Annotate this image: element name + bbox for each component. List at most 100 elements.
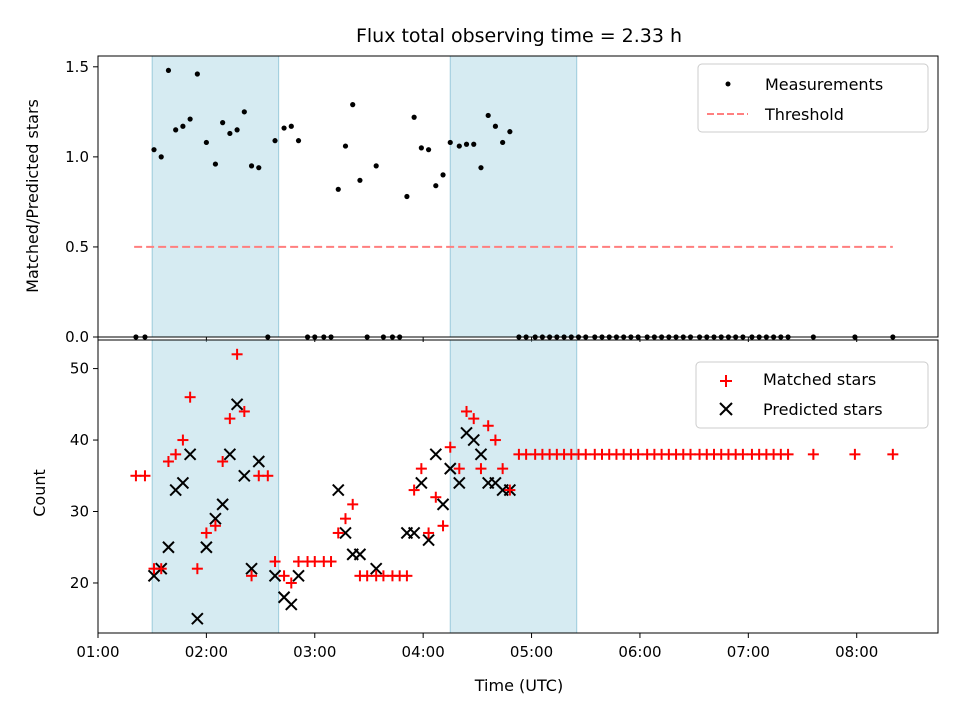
measurement-point	[256, 165, 262, 171]
chart-title: Flux total observing time = 2.33 h	[356, 25, 682, 47]
measurement-point	[485, 112, 491, 119]
predicted-star-point	[268, 569, 282, 583]
top-y-ticks: 0.0 0.5 1.0 1.5	[65, 58, 98, 346]
predicted-star-point	[353, 548, 367, 561]
bottom-y-axis-label: Count	[30, 469, 49, 517]
y-tick-label: 40	[70, 431, 89, 449]
matched-star-point	[489, 434, 501, 446]
predicted-star-point	[238, 469, 251, 482]
measurement-point	[288, 123, 294, 129]
y-tick-label: 1.5	[65, 58, 89, 76]
predicted-star-point	[176, 476, 190, 490]
matched-star-point	[423, 527, 435, 539]
measurement-point	[180, 123, 186, 129]
matched-star-point	[401, 570, 413, 582]
matched-stars-points	[130, 348, 899, 589]
top-plot-frame	[97, 55, 939, 338]
legend-measurements-label: Measurements	[765, 75, 883, 94]
matched-star-point	[285, 577, 297, 589]
x-tick-label: 08:00	[835, 643, 878, 661]
measurement-point	[295, 138, 302, 144]
measurement-point	[447, 139, 453, 146]
predicted-star-point	[252, 455, 265, 468]
x-tick-label: 07:00	[727, 643, 770, 661]
predicted-star-point	[422, 533, 435, 547]
top-panel: Flux total observing time = 2.33 h Match…	[23, 25, 939, 346]
matched-star-point	[278, 570, 290, 582]
matched-star-point	[224, 413, 236, 425]
matched-star-point	[475, 463, 487, 475]
predicted-star-point	[407, 526, 421, 540]
matched-star-point	[269, 556, 281, 568]
matched-star-point	[231, 348, 243, 360]
x-axis-label: Time (UTC)	[474, 676, 563, 695]
legend-threshold-label: Threshold	[764, 105, 844, 124]
x-tick-label: 01:00	[76, 643, 119, 661]
matched-star-point	[347, 498, 359, 510]
top-legend-box	[697, 63, 929, 133]
predicted-star-point	[230, 398, 244, 411]
matched-star-point	[497, 463, 509, 475]
predicted-star-point	[223, 448, 237, 461]
measurement-point	[342, 143, 349, 149]
measurement-point	[227, 130, 233, 137]
matched-star-point	[887, 448, 899, 460]
measurement-point	[411, 114, 417, 120]
measurement-point	[440, 172, 446, 178]
measurement-point	[194, 71, 200, 77]
measurement-point	[165, 67, 172, 74]
predicted-star-point	[245, 562, 258, 575]
legend-measurements-marker	[725, 81, 731, 87]
measurement-point	[350, 102, 356, 108]
measurement-point	[187, 116, 193, 122]
measurement-point	[272, 138, 278, 144]
measurement-point	[433, 183, 439, 189]
predicted-star-point	[436, 498, 450, 511]
predicted-star-point	[339, 526, 352, 540]
matched-star-point	[782, 448, 794, 460]
measurement-point	[335, 186, 341, 192]
measurement-point	[456, 143, 462, 149]
predicted-star-point	[183, 448, 197, 461]
top-legend: Measurements Threshold	[697, 63, 929, 133]
x-tick-label: 03:00	[293, 643, 336, 661]
measurement-point	[478, 165, 484, 171]
predicted-star-point	[429, 448, 443, 461]
matched-star-point	[437, 520, 449, 532]
y-tick-label: 0.5	[65, 238, 89, 256]
measurement-point	[234, 127, 240, 133]
matched-star-point	[184, 391, 196, 403]
measurement-point	[220, 120, 226, 126]
measurement-point	[418, 145, 424, 151]
predicted-star-point	[216, 498, 229, 511]
legend-matched-marker	[720, 375, 732, 387]
predicted-star-point	[415, 476, 428, 490]
y-tick-label: 50	[70, 360, 89, 378]
y-tick-label: 1.0	[65, 148, 89, 166]
predicted-star-point	[444, 462, 457, 475]
measurement-point	[151, 147, 157, 153]
matched-star-point	[461, 405, 473, 417]
matched-star-point	[200, 527, 212, 539]
x-tick-label: 02:00	[185, 643, 228, 661]
measurement-point	[500, 139, 506, 146]
predicted-star-point	[369, 562, 383, 575]
matched-star-point	[453, 463, 465, 475]
predicted-star-point	[292, 569, 305, 583]
predicted-star-point	[474, 448, 488, 461]
bottom-legend: Matched stars Predicted stars	[695, 361, 929, 429]
bottom-y-ticks: 20 30 40 50	[70, 360, 98, 592]
bottom-plot-frame	[97, 339, 939, 634]
shaded-band	[151, 55, 280, 338]
matched-star-point	[246, 570, 258, 582]
legend-predicted-label: Predicted stars	[763, 400, 883, 419]
matched-star-point	[170, 448, 182, 460]
x-tick-label: 06:00	[618, 643, 661, 661]
matched-star-point	[444, 441, 456, 453]
top-y-axis-label: Matched/Predicted stars	[23, 99, 42, 293]
predicted-stars-points	[147, 398, 517, 625]
matched-star-point	[430, 491, 442, 503]
matched-star-point	[209, 520, 221, 532]
predicted-star-point	[162, 541, 175, 554]
